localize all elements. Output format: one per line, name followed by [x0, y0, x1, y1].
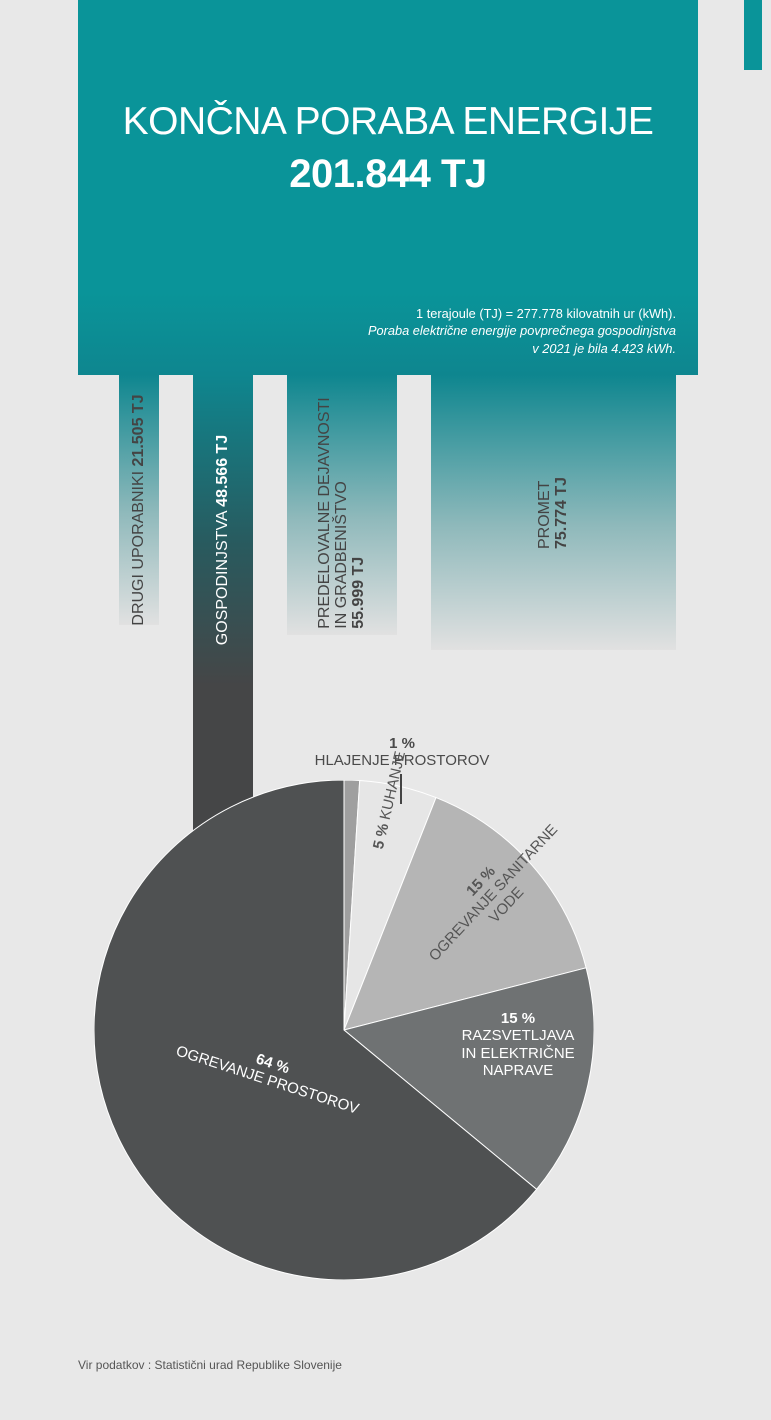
bar-gospodinjstva: GOSPODINJSTVA 48.566 TJ: [193, 375, 253, 685]
source-text: Vir podatkov : Statistični urad Republik…: [78, 1358, 342, 1372]
bar-label: DRUGI UPORABNIKI 21.505 TJ: [130, 394, 148, 625]
header-footnote: 1 terajoule (TJ) = 277.778 kilovatnih ur…: [368, 305, 676, 357]
bar-label: PROMET 75.774 TJ: [537, 476, 571, 548]
bar-drugi-uporabniki: DRUGI UPORABNIKI 21.505 TJ: [119, 375, 159, 625]
pie-label-razsvetljava: 15 % RAZSVETLJAVA IN ELEKTRIČNE NAPRAVE: [448, 1010, 588, 1079]
accent-bar: [744, 0, 762, 70]
footnote-line-2: Poraba električne energije povprečnega g…: [368, 322, 676, 339]
footnote-line-3: v 2021 je bila 4.423 kWh.: [368, 340, 676, 357]
bar-predelovalne: PREDELOVALNE DEJAVNOSTI IN GRADBENIŠTVO …: [287, 375, 397, 635]
bar-label: GOSPODINJSTVA 48.566 TJ: [214, 435, 232, 645]
bar-promet: PROMET 75.774 TJ: [431, 375, 676, 650]
bar-label: PREDELOVALNE DEJAVNOSTI IN GRADBENIŠTVO …: [317, 397, 367, 628]
title-line-1: KONČNA PORABA ENERGIJE: [78, 100, 698, 144]
footnote-line-1: 1 terajoule (TJ) = 277.778 kilovatnih ur…: [368, 305, 676, 322]
title-line-2: 201.844 TJ: [78, 152, 698, 197]
header: KONČNA PORABA ENERGIJE 201.844 TJ 1 tera…: [78, 0, 698, 375]
